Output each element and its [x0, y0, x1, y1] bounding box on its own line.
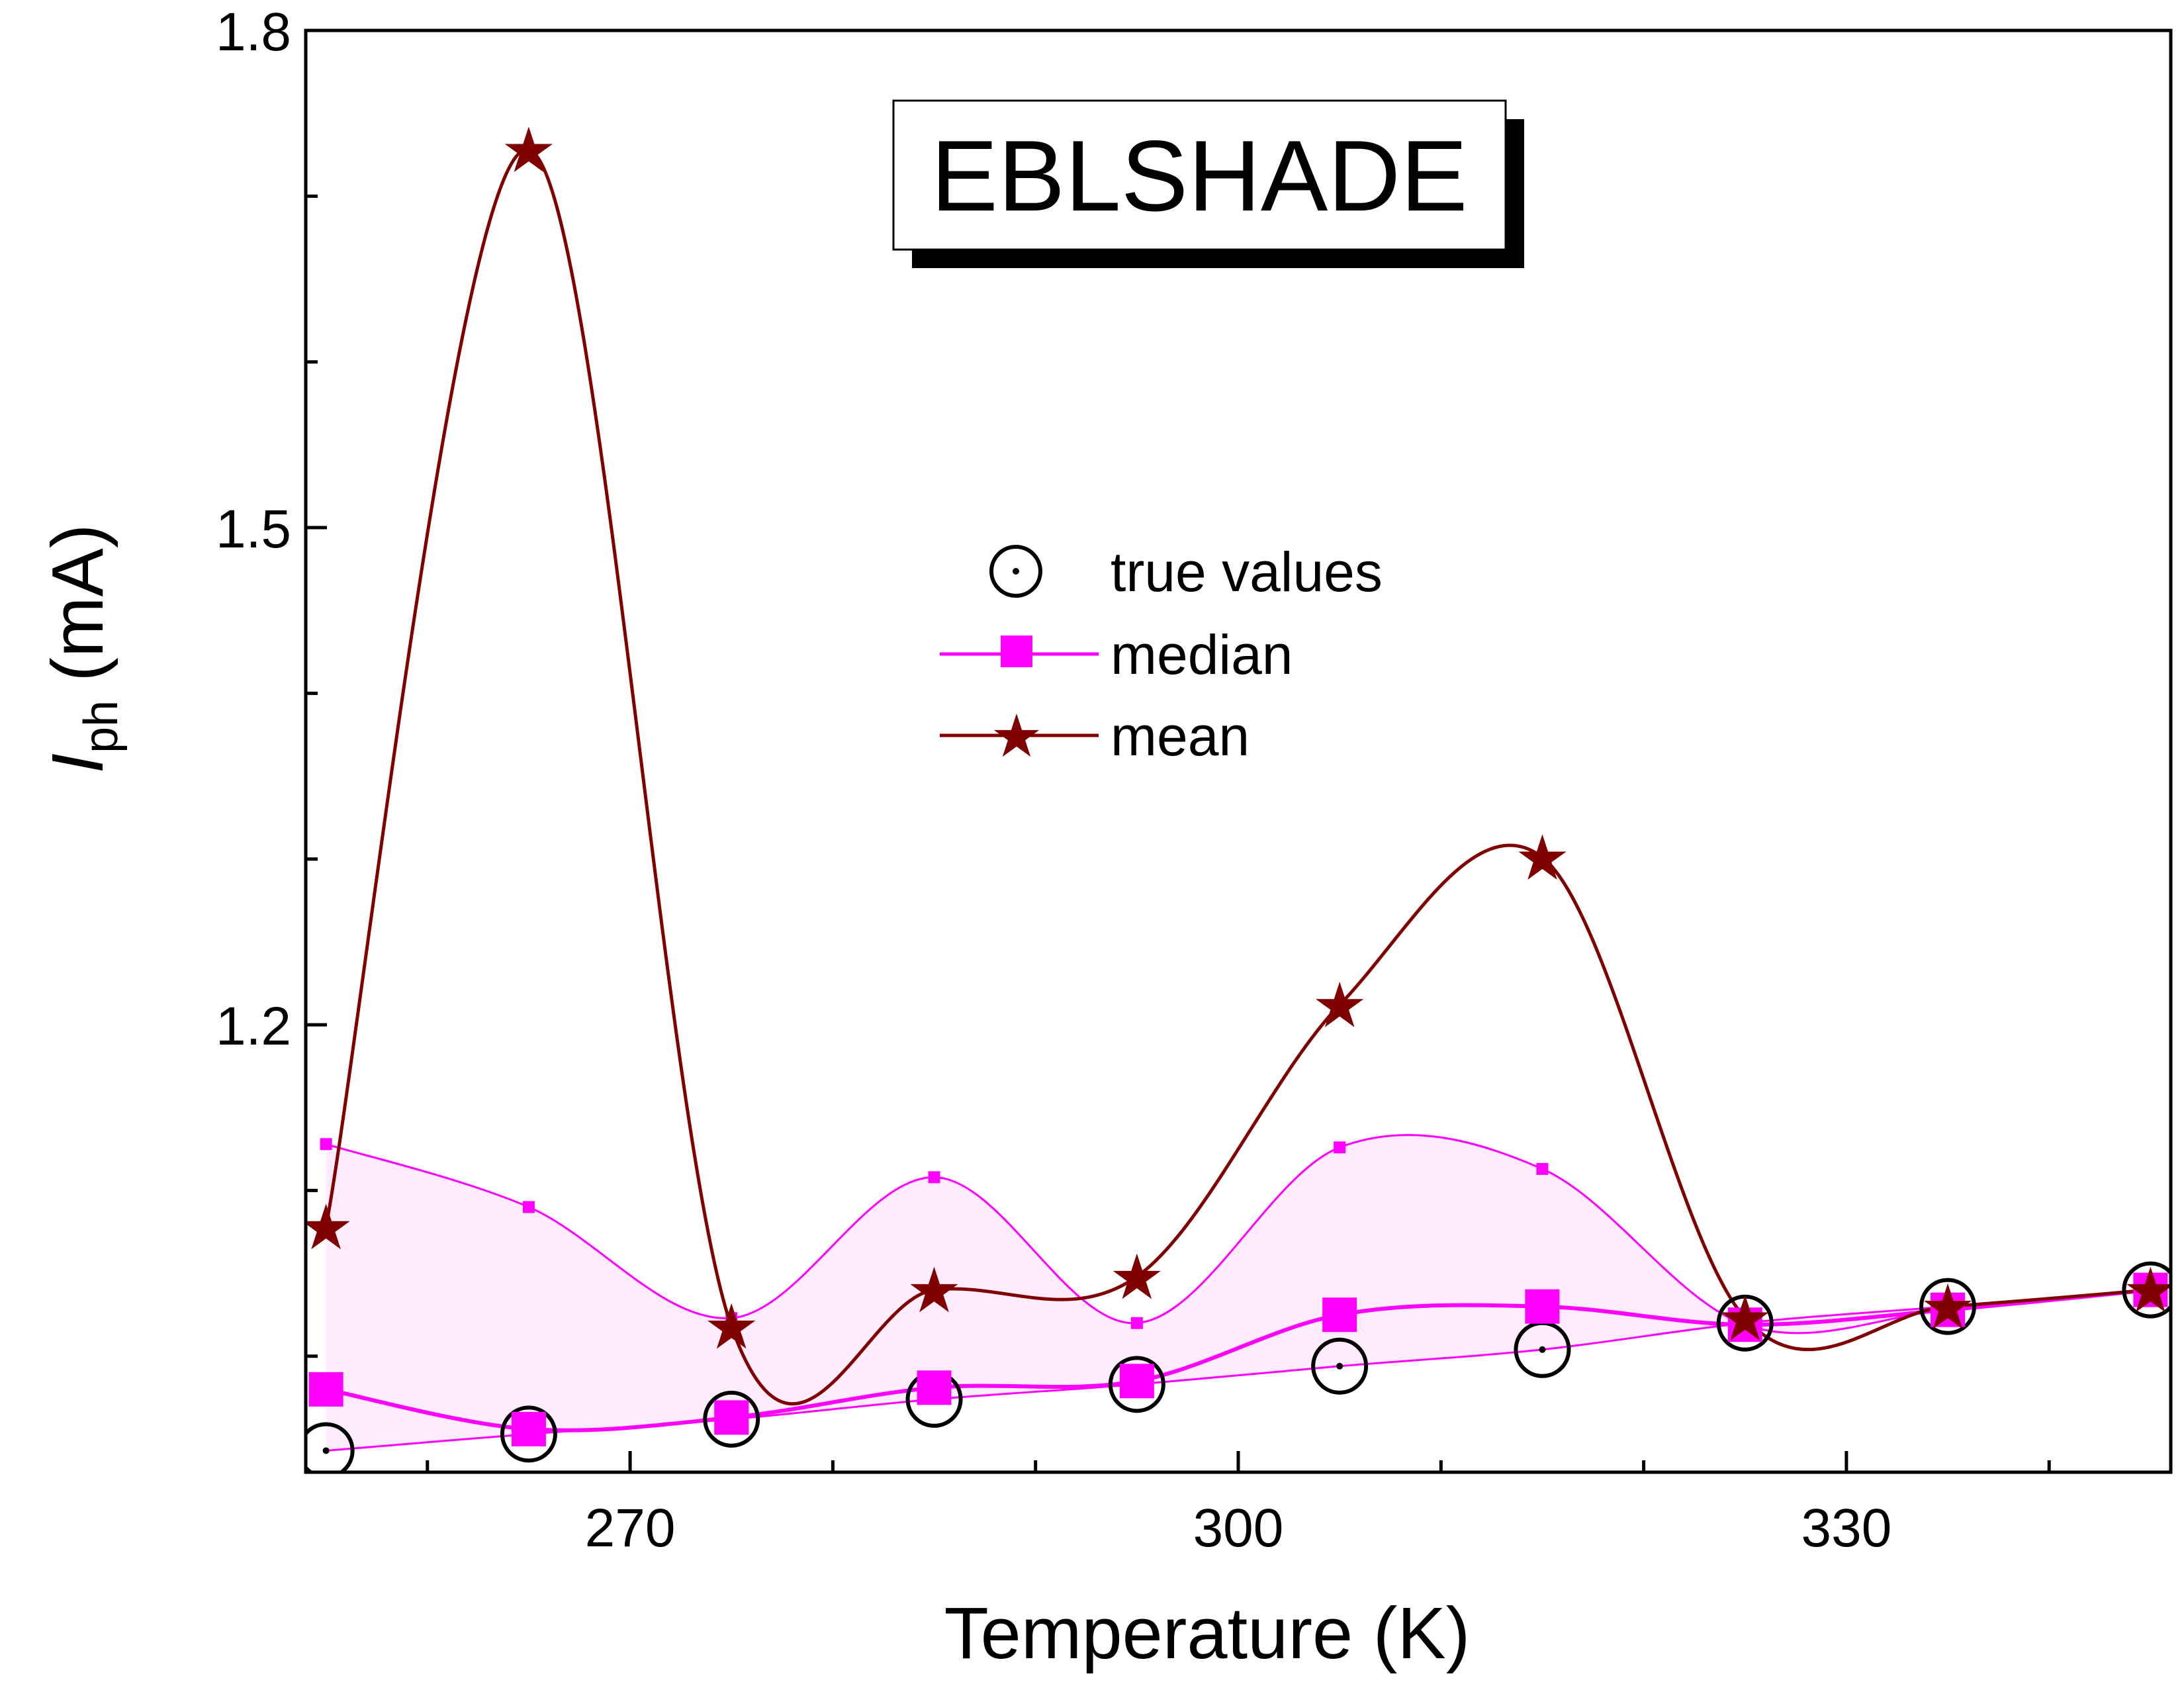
legend-label-mean: mean	[1111, 705, 1250, 767]
title-box: EBLSHADE	[892, 99, 1524, 268]
y-tick-label: 1.8	[216, 2, 291, 62]
true-values-point	[306, 1422, 355, 1472]
legend-item-median: median	[940, 624, 1293, 686]
upper-envelope-point	[320, 1138, 332, 1150]
mean-line	[324, 148, 2151, 1406]
x-axis-title: Temperature (K)	[944, 1593, 1471, 1674]
true-values-point	[1311, 1337, 1369, 1395]
upper-envelope-point	[1334, 1141, 1346, 1154]
mean-point	[1113, 1253, 1161, 1299]
upper-envelope-point	[1130, 1317, 1143, 1329]
upper-envelope-point	[1536, 1162, 1549, 1175]
y-tick-label: 1.2	[216, 996, 291, 1056]
legend-label-true-values: true values	[1111, 541, 1383, 603]
median-point	[1119, 1364, 1154, 1399]
upper-envelope-point	[522, 1201, 535, 1213]
legend-item-mean: mean	[940, 705, 1250, 767]
x-tick-label: 270	[585, 1498, 676, 1558]
x-tick-label: 300	[1193, 1498, 1284, 1558]
envelope-band	[326, 1135, 2151, 1451]
median-point	[511, 1411, 546, 1446]
upper-envelope-line	[326, 1134, 2151, 1335]
x-tick-label: 330	[1801, 1498, 1891, 1558]
median-line	[326, 1288, 2151, 1432]
legend-item-true-values: true values	[989, 541, 1383, 603]
y-axis-unit: (mA)	[37, 524, 118, 682]
series	[306, 126, 2171, 1472]
y-axis-title: Iph (mA)	[37, 524, 128, 774]
legend-label-median: median	[1111, 624, 1293, 686]
median-point	[1525, 1289, 1560, 1324]
median-point	[1322, 1297, 1357, 1333]
band-area	[326, 1135, 2151, 1451]
legend: true values median mean	[940, 541, 1383, 767]
y-tick-label: 1.5	[216, 499, 291, 559]
y-axis-symbol: I	[37, 753, 118, 774]
y-axis-subscript: ph	[75, 700, 128, 753]
chart-title: EBLSHADE	[931, 120, 1468, 232]
median-point	[714, 1400, 749, 1435]
axes: 270 300 330 1.2 1.5 1.8	[216, 2, 2051, 1558]
mean-point	[1518, 834, 1567, 880]
upper-envelope-point	[928, 1171, 940, 1184]
median-point	[917, 1370, 952, 1405]
median-point	[308, 1372, 343, 1407]
